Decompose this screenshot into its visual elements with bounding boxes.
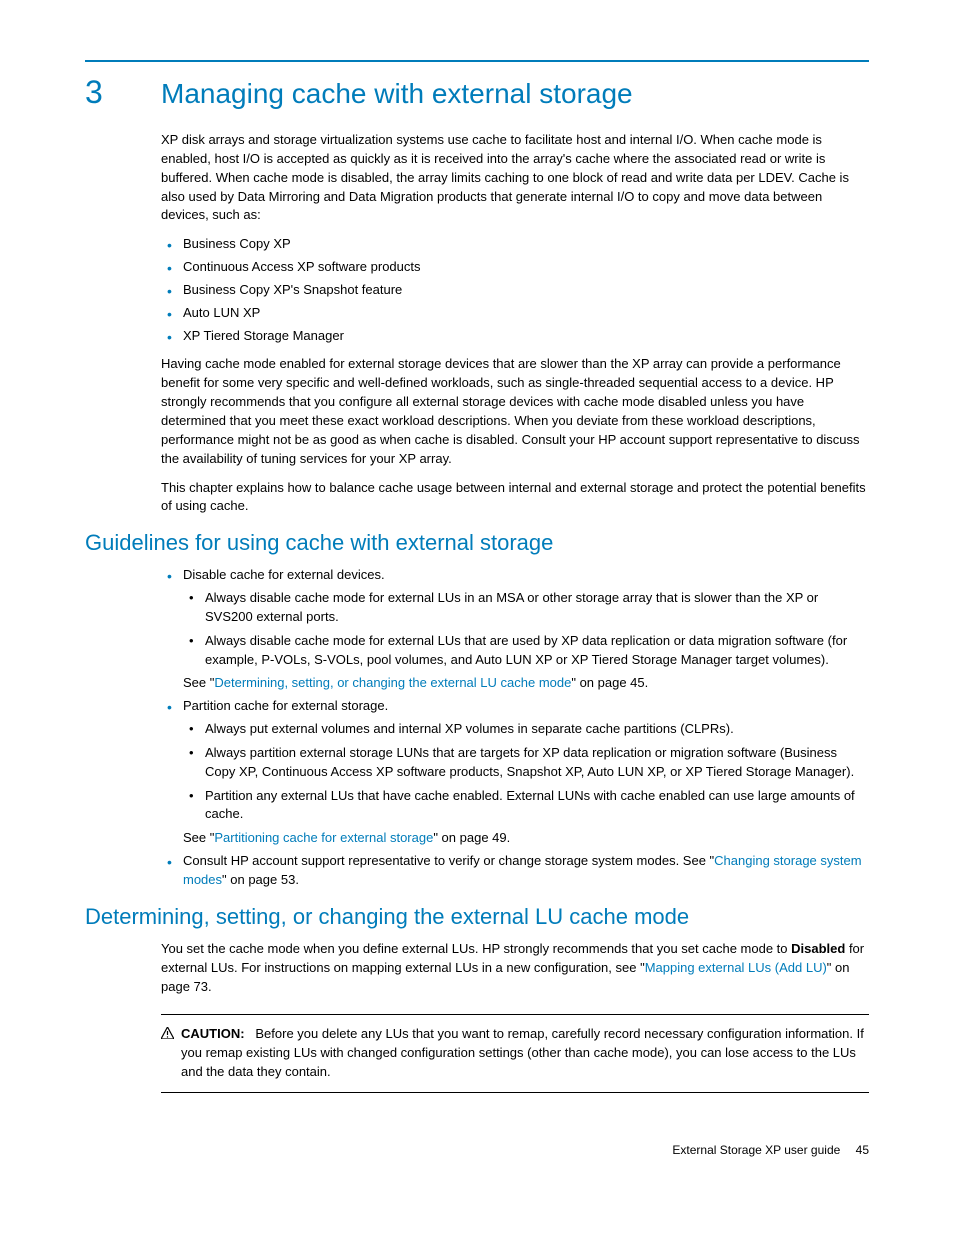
intro-paragraph-1: XP disk arrays and storage virtualizatio… <box>161 131 869 225</box>
list-item: Always put external volumes and internal… <box>183 720 869 739</box>
bold-disabled: Disabled <box>791 941 845 956</box>
see-reference: See "Determining, setting, or changing t… <box>183 674 869 693</box>
list-item: XP Tiered Storage Manager <box>161 327 869 346</box>
chapter-header: 3 Managing cache with external storage <box>85 74 869 111</box>
chapter-title: Managing cache with external storage <box>161 78 633 110</box>
section-heading-determining: Determining, setting, or changing the ex… <box>85 904 869 930</box>
page-footer: External Storage XP user guide 45 <box>85 1143 869 1157</box>
caution-block: CAUTION: Before you delete any LUs that … <box>161 1025 869 1082</box>
link-determining-cache-mode[interactable]: Determining, setting, or changing the ex… <box>214 675 571 690</box>
list-item: Business Copy XP <box>161 235 869 254</box>
caution-rule-bottom <box>161 1092 869 1093</box>
link-mapping-external-lus[interactable]: Mapping external LUs (Add LU) <box>645 960 827 975</box>
intro-paragraph-2: Having cache mode enabled for external s… <box>161 355 869 468</box>
caution-rule-top <box>161 1014 869 1015</box>
caution-text: Before you delete any LUs that you want … <box>181 1026 864 1079</box>
list-item: Business Copy XP's Snapshot feature <box>161 281 869 300</box>
guidelines-list: Disable cache for external devices. Alwa… <box>161 566 869 890</box>
list-item: Disable cache for external devices. Alwa… <box>161 566 869 693</box>
footer-doc-title: External Storage XP user guide <box>672 1143 840 1157</box>
intro-paragraph-3: This chapter explains how to balance cac… <box>161 479 869 517</box>
caution-icon <box>161 1026 174 1045</box>
list-item: Consult HP account support representativ… <box>161 852 869 890</box>
list-item-text: Disable cache for external devices. <box>183 567 385 582</box>
caution-label: CAUTION: <box>181 1026 245 1041</box>
nested-list: Always put external volumes and internal… <box>183 720 869 824</box>
list-item-text: Partition cache for external storage. <box>183 698 388 713</box>
list-item: Partition any external LUs that have cac… <box>183 787 869 825</box>
intro-bullet-list: Business Copy XP Continuous Access XP so… <box>161 235 869 345</box>
list-item: Always disable cache mode for external L… <box>183 632 869 670</box>
nested-list: Always disable cache mode for external L… <box>183 589 869 669</box>
link-partitioning-cache[interactable]: Partitioning cache for external storage <box>214 830 433 845</box>
section-heading-guidelines: Guidelines for using cache with external… <box>85 530 869 556</box>
footer-page-number: 45 <box>856 1143 869 1157</box>
list-item: Always disable cache mode for external L… <box>183 589 869 627</box>
section2-paragraph: You set the cache mode when you define e… <box>161 940 869 997</box>
chapter-number: 3 <box>85 74 161 111</box>
top-rule <box>85 60 869 62</box>
list-item: Auto LUN XP <box>161 304 869 323</box>
list-item: Continuous Access XP software products <box>161 258 869 277</box>
see-reference: See "Partitioning cache for external sto… <box>183 829 869 848</box>
list-item: Always partition external storage LUNs t… <box>183 744 869 782</box>
list-item: Partition cache for external storage. Al… <box>161 697 869 848</box>
